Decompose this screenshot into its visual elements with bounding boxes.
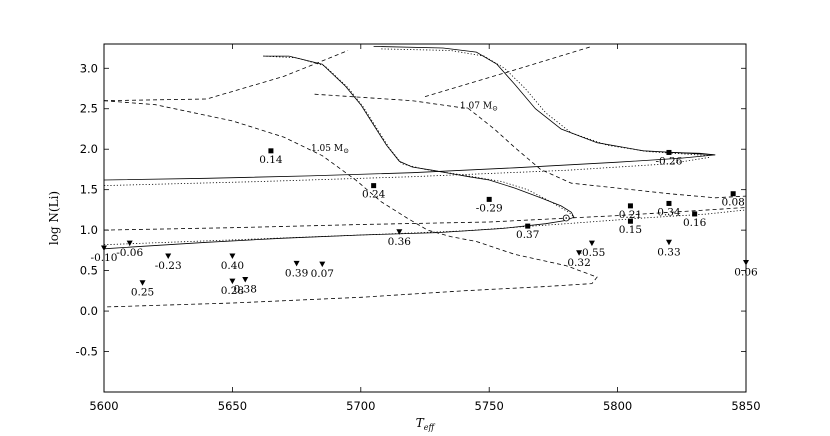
axis-ticks: 5600 5650 5700 5750 5800 5850 -0.5 0.0 0.5 1.0 1.5… <box>76 44 761 413</box>
detection-point <box>627 203 633 209</box>
point-label: 0.38 <box>234 284 257 296</box>
x-tick-label: 5700 <box>346 399 375 413</box>
upper-limit-point <box>229 253 236 260</box>
upper-limit-point <box>293 260 300 267</box>
point-label: -0.26 <box>655 155 682 167</box>
point-label: 0.24 <box>362 189 386 201</box>
track-dashed-7 <box>104 50 349 102</box>
y-tick-label: 2.5 <box>80 102 98 116</box>
track-solid-2 <box>373 46 716 156</box>
track-dotted-5 <box>381 48 711 157</box>
point-label: 0.28 <box>221 285 244 297</box>
y-tick-label: -0.5 <box>76 345 98 359</box>
x-tick-label: 5800 <box>603 399 632 413</box>
detection-point <box>627 218 633 224</box>
point-label: 0.21 <box>619 209 642 221</box>
point-label: -0.55 <box>578 247 605 259</box>
track-dashed-8 <box>104 100 598 308</box>
y-tick-label: 2.0 <box>80 142 98 156</box>
upper-limit-point <box>229 278 236 285</box>
y-tick-label: 0.0 <box>80 304 98 318</box>
point-label: 0.07 <box>311 268 334 280</box>
point-label: -0.29 <box>476 202 503 214</box>
upper-limit-point <box>576 250 583 256</box>
detection-point <box>371 183 377 189</box>
y-tick-label: 1.5 <box>80 183 98 197</box>
detection-point <box>268 148 274 154</box>
track-dashed-11 <box>104 207 746 231</box>
detection-point <box>525 223 531 229</box>
upper-limit-point <box>139 280 146 286</box>
x-tick-label: 5650 <box>218 399 247 413</box>
x-axis-label: Teff <box>416 416 436 432</box>
upper-limit-point <box>588 240 595 247</box>
data-marks: 0.14 0.24 -0.29 0.37 0.21 0.15 0.340.16 -0.26 0.… <box>91 102 758 299</box>
upper-limit-point <box>396 229 403 235</box>
y-tick-label: 3.0 <box>80 61 98 75</box>
track-dashed-10 <box>424 46 593 97</box>
model-tracks <box>104 46 746 308</box>
track-dashed-9 <box>314 93 746 199</box>
point-label: 0.08 <box>721 197 744 209</box>
y-tick-label: 0.5 <box>80 264 98 278</box>
point-label: -0.23 <box>155 260 182 272</box>
point-label: 0.32 <box>567 257 590 269</box>
point-label: 0.33 <box>657 246 680 258</box>
model-mass-label: 1.05 M⊙ <box>311 144 349 155</box>
plot-frame <box>103 43 747 393</box>
detection-point <box>730 191 736 197</box>
point-label: 0.39 <box>285 267 308 279</box>
upper-limit-point <box>165 253 172 260</box>
y-axis-label: log N(Li) <box>47 191 61 245</box>
upper-limit-point <box>126 240 133 247</box>
x-tick-label: 5600 <box>89 399 118 413</box>
detection-point <box>666 149 672 155</box>
turnoff-marker-dot <box>565 217 568 219</box>
detection-point <box>666 200 672 206</box>
point-label: 0.15 <box>619 224 642 236</box>
y-tick-label: 1.0 <box>80 223 98 237</box>
track-dotted-4 <box>104 156 711 186</box>
point-label: -0.06 <box>116 247 143 259</box>
point-label: 0.36 <box>388 236 412 248</box>
x-tick-label: 5750 <box>475 399 504 413</box>
upper-limit-point <box>319 261 326 268</box>
model-mass-label: 1.07 M⊙ <box>460 102 498 113</box>
point-label: 0.16 <box>683 217 707 229</box>
upper-limit-point <box>665 239 672 246</box>
detection-point <box>692 211 698 217</box>
point-label: 0.14 <box>259 154 283 166</box>
detection-point <box>486 196 492 202</box>
upper-limit-point <box>242 277 249 283</box>
point-label: 0.37 <box>516 229 539 241</box>
point-label: 0.40 <box>221 260 244 272</box>
x-tick-label: 5850 <box>731 399 760 413</box>
point-label: 0.34 <box>657 206 681 218</box>
point-label: 0.25 <box>131 287 154 299</box>
